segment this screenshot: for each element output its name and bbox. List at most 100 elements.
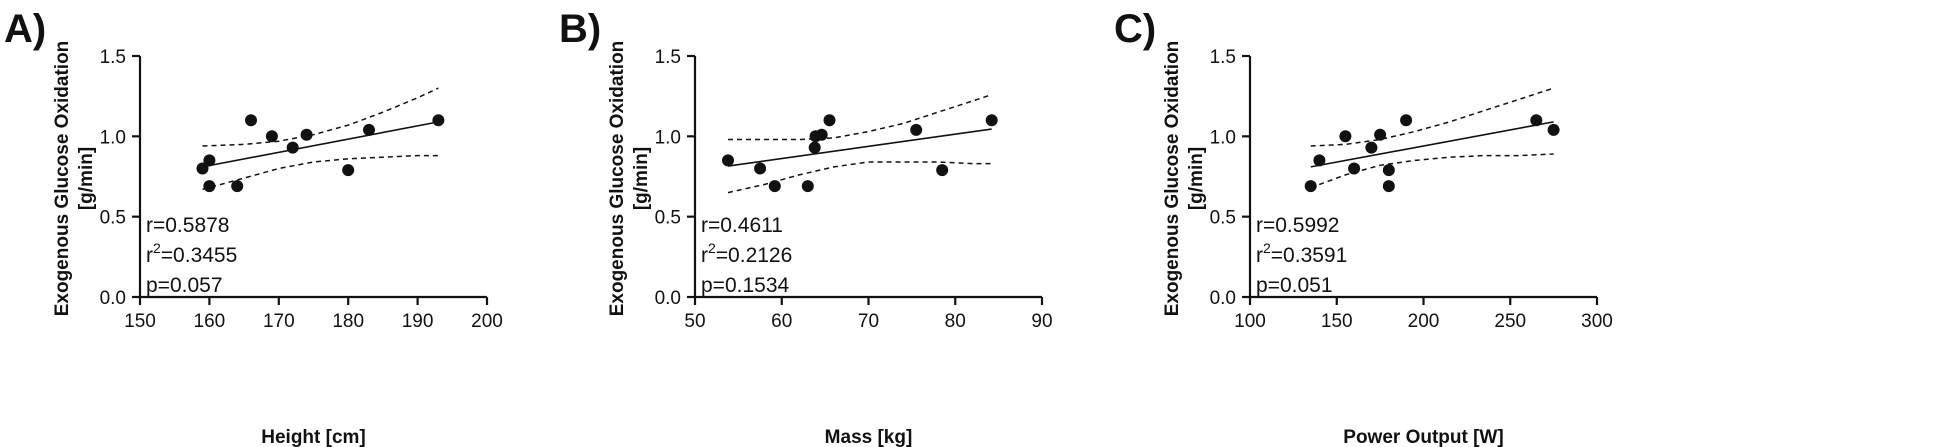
stat-r2: r2=0.3591	[1256, 240, 1347, 267]
ci-lower-line	[727, 161, 992, 194]
y-axis-title-line1: Exogenous Glucose Oxidation	[1162, 41, 1183, 317]
x-axis-title: Mass [kg]	[825, 427, 913, 447]
x-tick-label: 300	[1581, 311, 1613, 332]
stat-p: p=0.057	[146, 274, 223, 297]
data-point	[985, 114, 998, 127]
stat-p: p=0.1534	[701, 274, 789, 297]
data-point	[286, 141, 299, 154]
data-point	[300, 128, 313, 141]
chart-c: C) 0.0 0.5 1.0 1.5 100 150 200 250 300 Power Outpu…	[1114, 7, 1613, 447]
stat-r2-sup: 2	[153, 240, 161, 256]
x-tick-label: 180	[332, 311, 364, 332]
panel-label: C)	[1114, 7, 1156, 51]
y-axis-title: Exogenous Glucose Oxidation [g/min]	[607, 41, 652, 317]
y-tick-label: 1.5	[655, 47, 681, 68]
data-point	[245, 114, 257, 127]
data-point	[363, 123, 375, 136]
data-point	[1313, 154, 1326, 167]
y-tick-label: 1.0	[100, 127, 126, 148]
panel-b: B) 0.0 0.5 1.0 1.5 50 60 70 80 90 Mass [kg] Exogeno…	[555, 0, 1195, 447]
x-tick-label: 150	[124, 311, 156, 332]
y-axis-title-line2: [g/min]	[76, 147, 97, 210]
x-tick-label: 200	[471, 311, 503, 332]
y-axis-title-line1: Exogenous Glucose Oxidation	[607, 41, 628, 317]
y-axis-title-line2: [g/min]	[1186, 147, 1207, 210]
y-tick-label: 1.5	[100, 47, 126, 68]
data-point	[936, 164, 949, 177]
panel-label: B)	[559, 7, 601, 51]
data-point	[1304, 180, 1317, 193]
chart-b: B) 0.0 0.5 1.0 1.5 50 60 70 80 90 Mass [kg] Exogeno…	[559, 7, 1053, 447]
data-point	[265, 130, 278, 143]
x-tick-label: 80	[945, 311, 966, 332]
data-point	[432, 114, 445, 127]
data-point	[203, 154, 216, 167]
data-point	[815, 128, 828, 141]
x-tick-label: 250	[1494, 311, 1526, 332]
y-tick-label: 0.5	[1210, 208, 1236, 229]
x-tick-label: 150	[1321, 311, 1353, 332]
y-tick-label: 0.0	[100, 288, 126, 309]
data-point	[1339, 130, 1352, 143]
data-point	[768, 180, 781, 193]
x-tick-label: 170	[263, 311, 295, 332]
stat-r2-prefix: r	[1256, 244, 1263, 267]
data-point	[1547, 123, 1560, 136]
panel-c: C) 0.0 0.5 1.0 1.5 100 150 200 250 300 Power Outpu…	[1110, 0, 1750, 447]
data-point	[1400, 114, 1413, 127]
x-tick-label: 60	[771, 311, 792, 332]
data-point	[801, 180, 814, 193]
data-point	[1382, 164, 1395, 177]
y-tick-label: 0.5	[100, 208, 126, 229]
panel-a: A) 0.0 0.5 1.0 1.5 150 160 170 180 190 200 Height […	[0, 0, 640, 447]
stat-r2-prefix: r	[146, 244, 153, 267]
x-tick-label: 100	[1234, 311, 1266, 332]
stat-r2-value: =0.3591	[1271, 244, 1348, 267]
data-point	[1382, 180, 1395, 193]
y-tick-label: 0.0	[1210, 288, 1236, 309]
stat-r2: r2=0.3455	[146, 240, 237, 267]
stat-r2: r2=0.2126	[701, 240, 792, 267]
ci-upper-line	[728, 93, 992, 141]
data-point	[808, 141, 821, 154]
ci-lower-line	[1310, 153, 1554, 189]
x-tick-label: 90	[1031, 311, 1052, 332]
y-tick-label: 1.0	[655, 127, 681, 148]
y-axis-title: Exogenous Glucose Oxidation [g/min]	[1162, 41, 1207, 317]
chart-a: A) 0.0 0.5 1.0 1.5 150 160 170 180 190 200 Height […	[4, 7, 503, 447]
stat-r: r=0.5878	[146, 214, 230, 237]
x-tick-label: 70	[858, 311, 879, 332]
data-point	[823, 114, 836, 127]
regression-line	[727, 128, 992, 167]
stat-r: r=0.4611	[701, 214, 783, 237]
panel-label: A)	[4, 7, 46, 51]
stat-r2-sup: 2	[708, 240, 716, 256]
stat-r2-prefix: r	[701, 244, 708, 267]
ci-upper-line	[202, 87, 439, 147]
data-point	[1530, 114, 1543, 127]
x-axis-title: Power Output [W]	[1343, 427, 1503, 447]
data-point	[342, 164, 355, 177]
y-axis-title-line1: Exogenous Glucose Oxidation	[52, 41, 73, 317]
data-point	[1374, 128, 1387, 141]
y-tick-label: 0.0	[655, 288, 681, 309]
data-point	[910, 123, 923, 136]
data-point	[754, 162, 767, 175]
regression-line	[1310, 121, 1554, 168]
x-tick-label: 50	[684, 311, 705, 332]
stat-r2-value: =0.2126	[716, 244, 793, 267]
x-tick-label: 200	[1408, 311, 1440, 332]
stat-r2-sup: 2	[1263, 240, 1271, 256]
data-point	[203, 180, 216, 193]
ci-upper-line	[1310, 87, 1554, 147]
regression-line	[202, 121, 439, 168]
x-tick-label: 190	[402, 311, 434, 332]
y-tick-label: 1.0	[1210, 127, 1236, 148]
data-point	[231, 180, 244, 193]
stat-p: p=0.051	[1256, 274, 1333, 297]
y-axis-title-line2: [g/min]	[631, 147, 652, 210]
data-point	[722, 154, 734, 167]
stat-r2-value: =0.3455	[161, 244, 238, 267]
x-tick-label: 160	[194, 311, 226, 332]
ci-lower-line	[202, 154, 439, 191]
